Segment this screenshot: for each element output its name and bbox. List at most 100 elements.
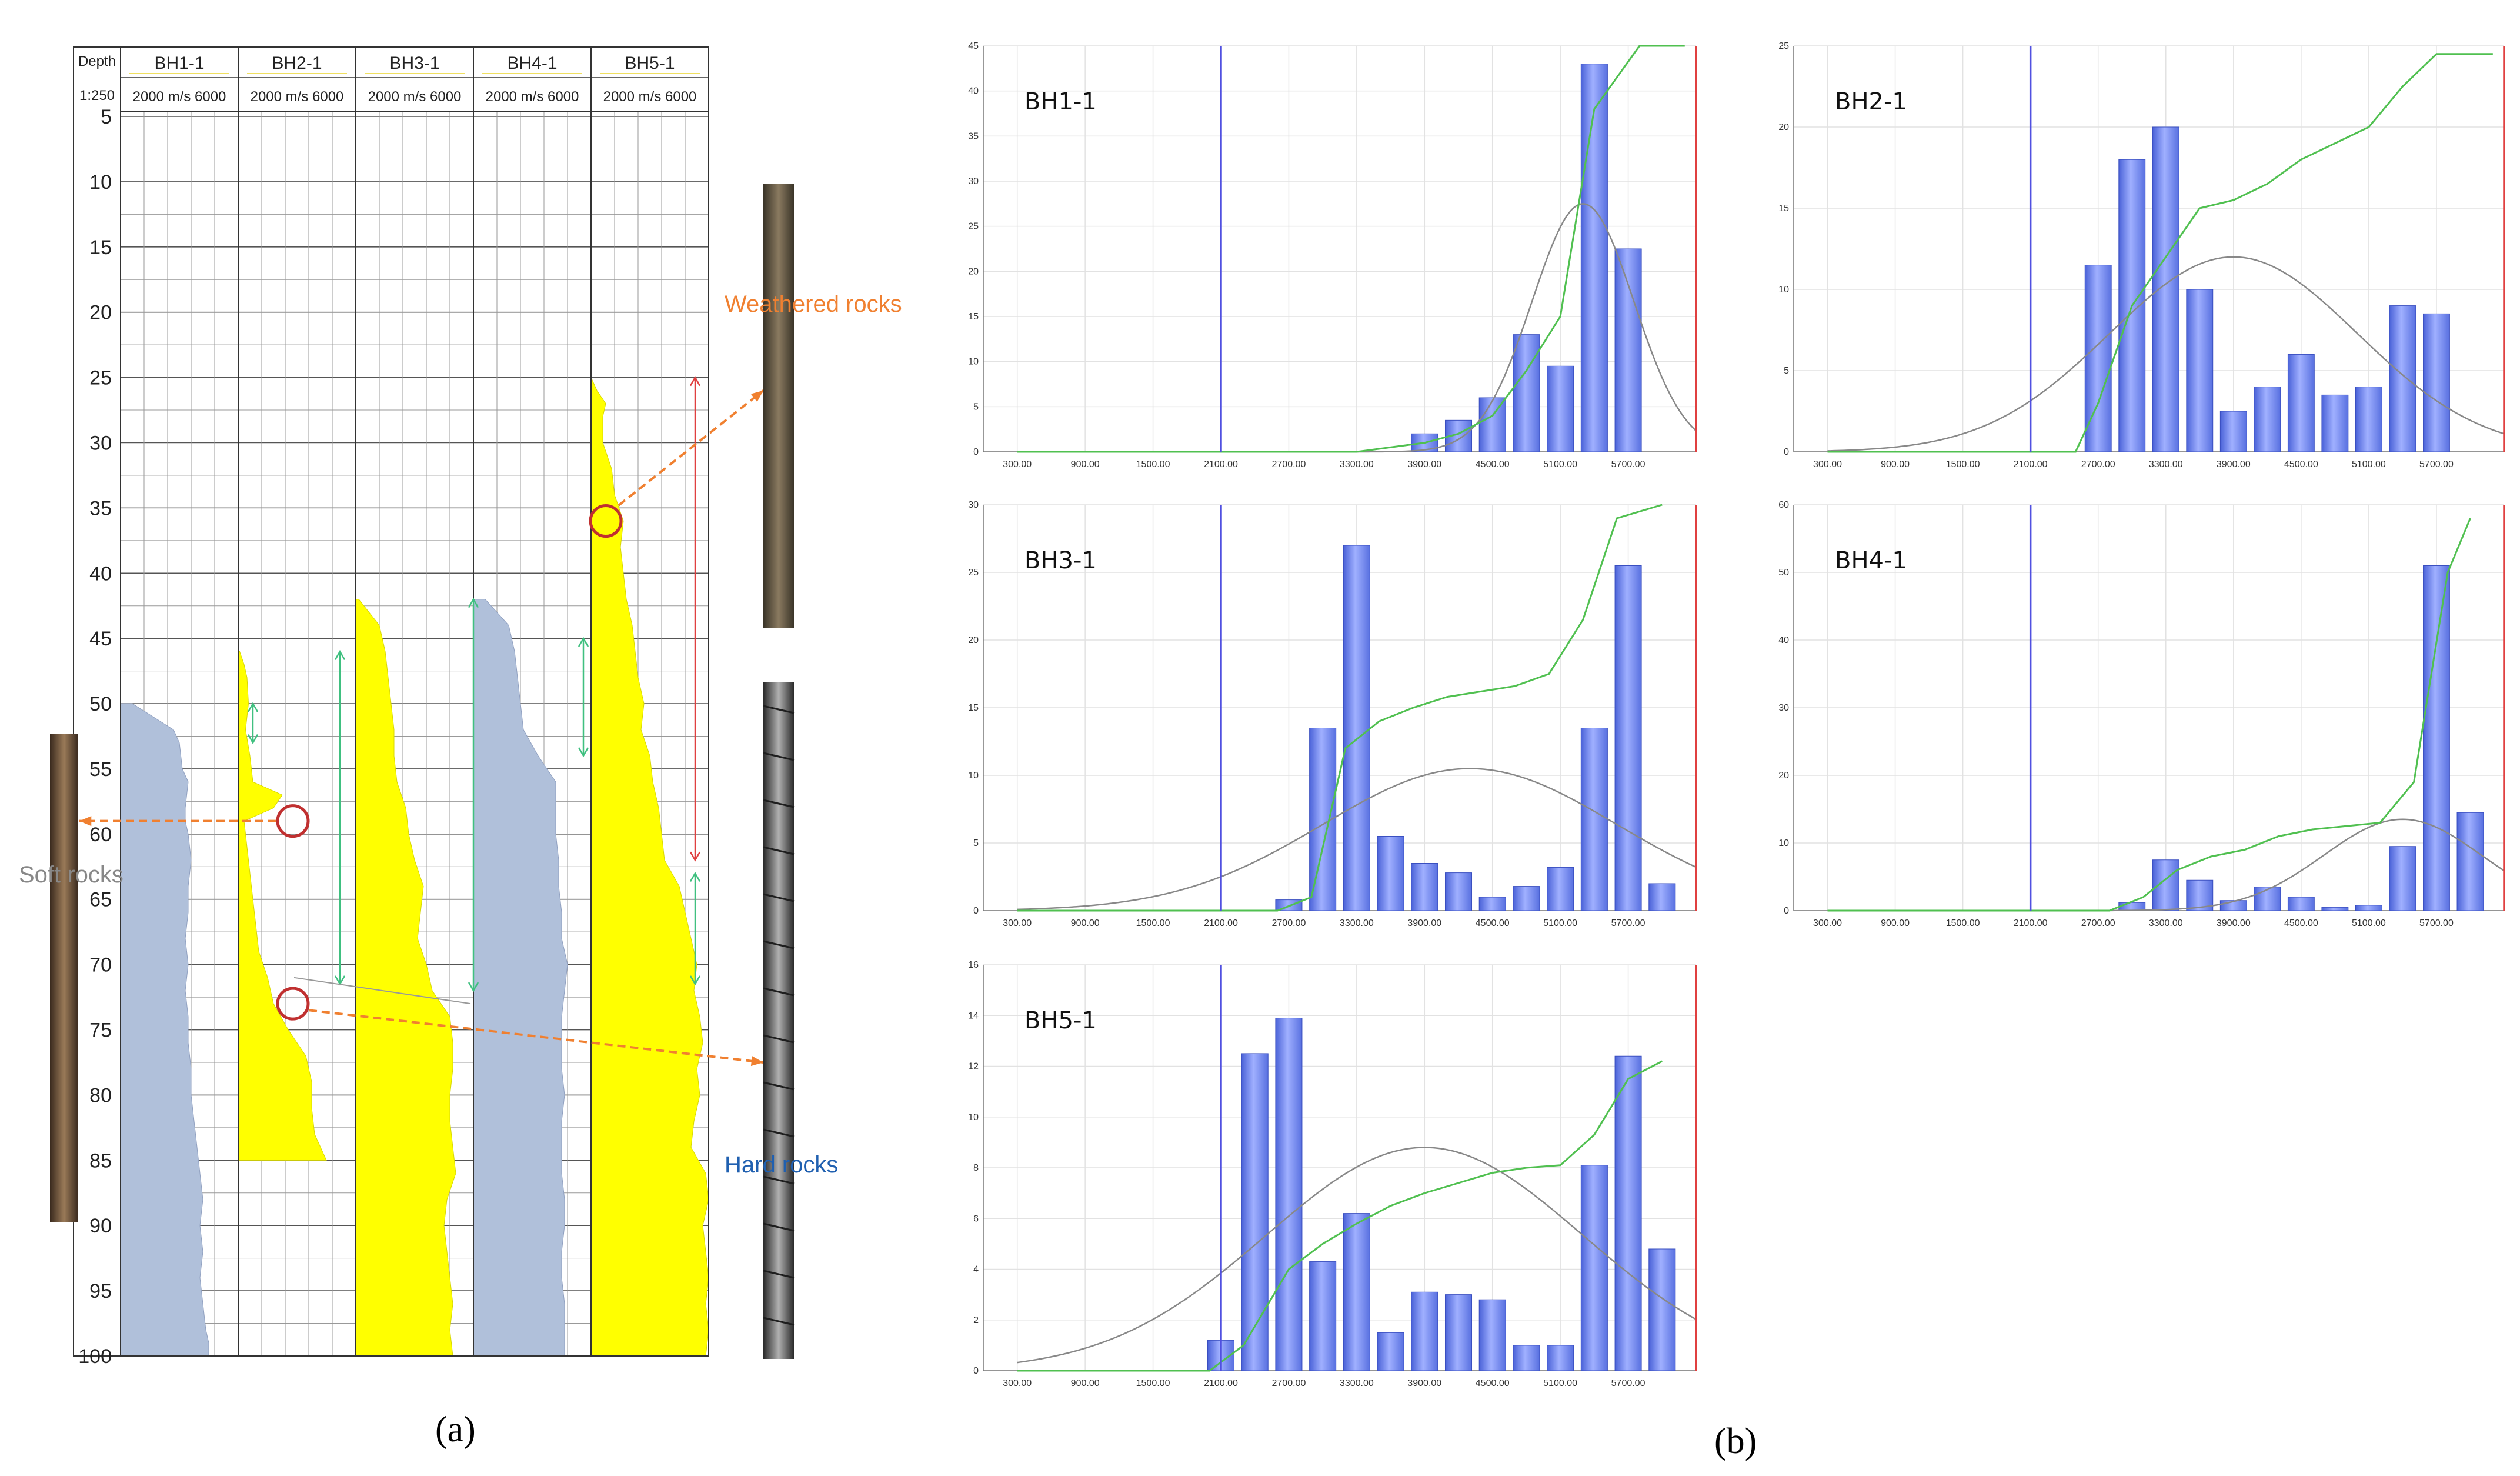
histogram-bar [1478, 397, 1506, 452]
log-subheader: 2000 m/s 6000 [603, 89, 697, 105]
depth-column [73, 46, 121, 1357]
y-tick-label: 40 [1778, 635, 1789, 645]
bh5-interval-arrow-red-head-top [689, 376, 701, 387]
hard-rocks-label: Hard rocks [725, 1152, 838, 1178]
y-tick-label: 35 [968, 131, 979, 141]
y-tick-label: 5 [973, 838, 979, 848]
histogram-bar [2186, 289, 2214, 452]
x-tick-label: 3900.00 [1407, 1378, 1441, 1388]
histogram-BH3-1: 0 5 10 15 20 25 30 300.00 900.00 1500.00 2100.00 27… [968, 500, 1697, 928]
histogram-bar [2152, 126, 2179, 452]
bh5-interval-arrow-red-head-bottom [689, 851, 701, 862]
depth-tick-label: 30 [89, 432, 112, 454]
y-tick-label: 15 [1778, 204, 1789, 214]
y-tick-label: 20 [1778, 122, 1789, 132]
depth-tick-label: 55 [89, 758, 112, 781]
depth-label: Depth [78, 54, 116, 69]
y-tick-label: 14 [968, 1011, 979, 1021]
depth-tick-label: 75 [89, 1019, 112, 1042]
panel-label-a: (a) [435, 1410, 476, 1450]
histogram-BH5-1: 0 2 4 6 8 10 12 14 16 300.00 900.00 1500.00 2100.00 2… [968, 960, 1697, 1388]
bh1-interval-arrow-head-top [247, 702, 259, 712]
x-tick-label: 5100.00 [1543, 459, 1577, 469]
soft-rocks-label: Soft rocks [19, 862, 124, 888]
log-header-BH4-1: BH4-1 [507, 54, 557, 73]
log-subheader: 2000 m/s 6000 [368, 89, 462, 105]
bh4-interval-arrow-head-bottom [578, 747, 589, 758]
histogram-bar [2456, 812, 2484, 911]
x-tick-label: 900.00 [1881, 459, 1910, 469]
depth-tick-label: 15 [89, 236, 112, 259]
soft-pointer-head [79, 816, 92, 827]
bh3-interval-arrow-head-bottom [468, 982, 479, 992]
histogram-bar [1513, 1345, 1540, 1371]
histogram-bar [1478, 1299, 1506, 1371]
core-fracture [763, 1317, 795, 1326]
x-tick-label: 3300.00 [1340, 1378, 1374, 1388]
x-tick-label: 2100.00 [1204, 918, 1238, 928]
x-tick-label: 300.00 [1003, 459, 1032, 469]
y-tick-label: 25 [968, 568, 979, 578]
histogram-bar [1343, 545, 1370, 911]
x-tick-label: 3300.00 [1340, 459, 1374, 469]
x-tick-label: 2100.00 [1204, 1378, 1238, 1388]
x-tick-label: 3300.00 [2149, 459, 2183, 469]
depth-tick-label: 100 [78, 1345, 112, 1368]
y-tick-label: 4 [973, 1265, 979, 1275]
histogram-bar [1411, 1291, 1438, 1371]
depth-tick-label: 70 [89, 954, 112, 977]
x-tick-label: 3900.00 [1407, 918, 1441, 928]
bh4-interval-arrow-head-top [578, 637, 589, 647]
y-tick-label: 45 [968, 41, 979, 51]
x-tick-label: 900.00 [1881, 918, 1910, 928]
x-tick-label: 4500.00 [2284, 918, 2318, 928]
y-tick-label: 0 [973, 1366, 979, 1376]
core-photos [50, 184, 795, 1359]
x-tick-label: 1500.00 [1136, 918, 1170, 928]
y-tick-label: 20 [1778, 771, 1789, 781]
histogram-BH1-1: 0 5 10 15 20 25 30 35 40 45 300.00 900.00 1500.00 210… [968, 41, 1697, 469]
core-fracture [763, 752, 795, 761]
x-tick-label: 4500.00 [2284, 459, 2318, 469]
y-tick-label: 15 [968, 312, 979, 322]
histogram-bar [1411, 863, 1438, 911]
log-header-BH1-1: BH1-1 [154, 54, 204, 73]
x-tick-label: 300.00 [1813, 459, 1842, 469]
depth-tick-label: 65 [89, 889, 112, 911]
x-tick-label: 300.00 [1813, 918, 1842, 928]
x-tick-label: 5100.00 [2352, 918, 2386, 928]
histogram-bar [1377, 836, 1404, 911]
histogram-bar [1547, 365, 1574, 452]
normal-distribution-curve [1017, 768, 1697, 911]
y-tick-label: 25 [1778, 41, 1789, 51]
histogram-bar [1614, 248, 1642, 452]
histogram-bar [2423, 565, 2450, 911]
x-tick-label: 4500.00 [1476, 918, 1510, 928]
x-tick-label: 5700.00 [1611, 459, 1645, 469]
weathered-rocks-label: Weathered rocks [725, 291, 902, 317]
depth-tick-label: 85 [89, 1150, 112, 1172]
depth-tick-label: 5 [101, 106, 112, 128]
histogram-bar [1580, 64, 1608, 452]
cumulative-curve [1827, 518, 2471, 912]
histogram-title: BH3-1 [1024, 547, 1097, 574]
rock-annotations: Weathered rocks Soft rocks Hard rocks [19, 291, 902, 1178]
log-subheader: 2000 m/s 6000 [251, 89, 344, 105]
x-tick-label: 2700.00 [1272, 459, 1306, 469]
histogram-bar [1343, 1213, 1370, 1371]
core-fracture [763, 1081, 795, 1091]
bh3-interval-arrow-head-top [468, 598, 479, 608]
y-tick-label: 15 [968, 703, 979, 713]
histogram-title: BH1-1 [1024, 88, 1097, 115]
x-tick-label: 1500.00 [1136, 1378, 1170, 1388]
core-fracture [763, 1175, 795, 1185]
histogram-bar [1648, 883, 1676, 911]
log-subheader: 2000 m/s 6000 [486, 89, 579, 105]
histogram-bar [2389, 846, 2416, 911]
histogram-bar [2389, 305, 2416, 452]
y-tick-label: 5 [973, 402, 979, 412]
histogram-title: BH4-1 [1835, 547, 1907, 574]
histogram-bar [1478, 897, 1506, 911]
histogram-bar [2254, 887, 2281, 911]
weathered-pointer [618, 389, 765, 507]
